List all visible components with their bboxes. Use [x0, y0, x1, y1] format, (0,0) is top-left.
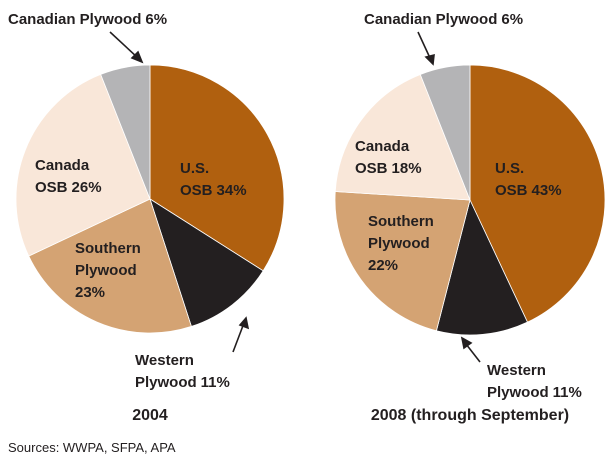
label-line: OSB: [355, 160, 388, 177]
slice-label: Southern Plywood: [75, 240, 145, 279]
label-line: OSB: [495, 182, 528, 199]
label-line: Plywood: [368, 235, 430, 252]
label-line: OSB: [35, 179, 68, 196]
label-line: Canada: [35, 157, 93, 174]
label-line: OSB: [180, 182, 213, 199]
label-line: Western: [135, 352, 198, 369]
pie-slice: [469, 64, 606, 323]
arrows: [109, 31, 481, 363]
label-line: Canadian Plywood: [364, 11, 497, 28]
label-line: U.S.: [180, 160, 213, 177]
label-line: Plywood: [135, 374, 197, 391]
arrow: [232, 322, 245, 353]
value-label: 6%: [501, 11, 523, 28]
label-line: U.S.: [495, 160, 528, 177]
pie-slice: [149, 198, 264, 327]
value-label: 43%: [532, 182, 562, 199]
label-line: Southern: [368, 213, 438, 230]
arrow: [465, 343, 481, 363]
slice-label: Canadian Plywood: [364, 11, 497, 28]
slice-label: Canadian Plywood: [8, 11, 141, 28]
slice-label: Canada OSB: [35, 157, 93, 196]
value-label: 18%: [392, 160, 422, 177]
label-line: Plywood: [75, 262, 137, 279]
label-line: Canadian Plywood: [8, 11, 141, 28]
value-label: 11%: [553, 384, 582, 401]
arrow-head: [460, 336, 473, 350]
value-label: 26%: [72, 179, 102, 196]
slice-label: Southern Plywood: [368, 213, 438, 252]
arrow-head: [424, 53, 435, 66]
value-label: 34%: [217, 182, 247, 199]
arrow-head: [130, 50, 144, 64]
source: Sources: WWPA, SFPA, APA: [8, 440, 176, 455]
pie-slice: [100, 64, 151, 200]
slice-label: U.S. OSB: [180, 160, 213, 199]
slice-label: Western Plywood: [135, 352, 198, 391]
pie-slice: [149, 64, 285, 272]
pie-slice: [435, 198, 529, 336]
label-line: Canada: [355, 138, 413, 155]
value-label: 6%: [145, 11, 167, 28]
pie-title: 2004: [132, 407, 168, 424]
value-label: 23%: [75, 284, 105, 301]
label-line: Plywood: [487, 384, 549, 401]
pie-slice: [15, 73, 151, 257]
arrow: [109, 31, 139, 59]
slice-label: U.S. OSB: [495, 160, 528, 199]
pie-slice: [419, 64, 471, 201]
label-line: Western: [487, 362, 550, 379]
value-label: 11%: [201, 374, 230, 391]
pie-slice: [334, 191, 471, 332]
pie-slice: [334, 73, 471, 201]
slice-label: Canada OSB: [355, 138, 413, 177]
label-line: Southern: [75, 240, 145, 257]
pie-title: 2008 (through September): [371, 407, 569, 424]
arrow-head: [238, 316, 250, 330]
arrow: [417, 31, 431, 59]
slice-label: Western Plywood: [487, 362, 550, 401]
value-label: 22%: [368, 257, 398, 274]
pie-slice: [28, 198, 192, 334]
